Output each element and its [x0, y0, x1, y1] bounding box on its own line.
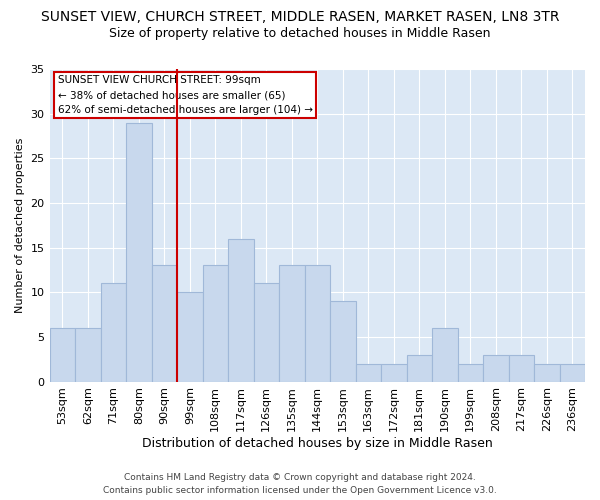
- Bar: [432, 328, 458, 382]
- Bar: [126, 122, 152, 382]
- Bar: [75, 328, 101, 382]
- Bar: [483, 355, 509, 382]
- Bar: [356, 364, 381, 382]
- Text: SUNSET VIEW CHURCH STREET: 99sqm
← 38% of detached houses are smaller (65)
62% o: SUNSET VIEW CHURCH STREET: 99sqm ← 38% o…: [58, 76, 313, 115]
- Bar: [458, 364, 483, 382]
- Bar: [330, 301, 356, 382]
- Bar: [279, 266, 305, 382]
- Bar: [560, 364, 585, 382]
- Bar: [152, 266, 177, 382]
- Bar: [534, 364, 560, 382]
- Text: SUNSET VIEW, CHURCH STREET, MIDDLE RASEN, MARKET RASEN, LN8 3TR: SUNSET VIEW, CHURCH STREET, MIDDLE RASEN…: [41, 10, 559, 24]
- Bar: [407, 355, 432, 382]
- Bar: [101, 284, 126, 382]
- X-axis label: Distribution of detached houses by size in Middle Rasen: Distribution of detached houses by size …: [142, 437, 493, 450]
- Bar: [177, 292, 203, 382]
- Bar: [509, 355, 534, 382]
- Text: Contains HM Land Registry data © Crown copyright and database right 2024.
Contai: Contains HM Land Registry data © Crown c…: [103, 474, 497, 495]
- Bar: [203, 266, 228, 382]
- Bar: [305, 266, 330, 382]
- Bar: [228, 238, 254, 382]
- Bar: [254, 284, 279, 382]
- Text: Size of property relative to detached houses in Middle Rasen: Size of property relative to detached ho…: [109, 28, 491, 40]
- Y-axis label: Number of detached properties: Number of detached properties: [15, 138, 25, 313]
- Bar: [381, 364, 407, 382]
- Bar: [50, 328, 75, 382]
